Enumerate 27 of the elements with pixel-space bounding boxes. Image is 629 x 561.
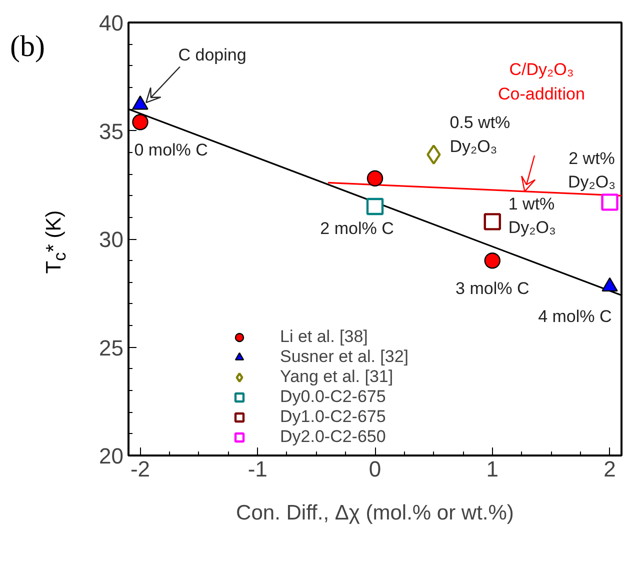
annotation: 0.5 wt% Dy₂O₃ <box>450 113 510 156</box>
x-tick-label: 1 <box>486 456 499 482</box>
x-tick-label: 2 <box>604 456 616 482</box>
y-tick-label: 40 <box>99 10 124 36</box>
annotation: 0 mol% C <box>134 140 208 160</box>
text: (b) <box>10 29 45 65</box>
annotation: 4 mol% C <box>538 307 612 326</box>
y-tick-label: 35 <box>99 118 124 144</box>
y-tick-label: 25 <box>99 335 124 360</box>
x-tick-label: -1 <box>248 456 268 482</box>
annotation: 1 wt% Dy₂O₃ <box>508 194 556 238</box>
y-tick-label: 30 <box>99 227 124 252</box>
annotation: 3 mol% C <box>456 279 530 298</box>
annotation: 2 mol% C <box>320 219 394 238</box>
legend-label: Susner et al. [32] <box>280 347 409 367</box>
annotation: C doping <box>178 45 246 64</box>
legend-label: Li et al. [38] <box>280 327 368 347</box>
x-axis-title: Con. Diff., Δχ (mol.% or wt.%) <box>236 502 514 524</box>
legend-label: Dy2.0-C2-650 <box>280 427 386 447</box>
annotation: C/Dy₂O₃ Co-addition <box>498 60 585 104</box>
annotation: 2 wt% Dy₂O₃ <box>568 148 616 192</box>
x-tick-label: 0 <box>368 456 382 482</box>
legend-label: Dy0.0-C2-675 <box>280 387 386 407</box>
x-tick-label: -2 <box>130 456 150 482</box>
legend-label: Dy1.0-C2-675 <box>280 407 386 427</box>
y-tick-label: 20 <box>99 444 124 468</box>
legend-label: Yang et al. [31] <box>280 367 394 387</box>
